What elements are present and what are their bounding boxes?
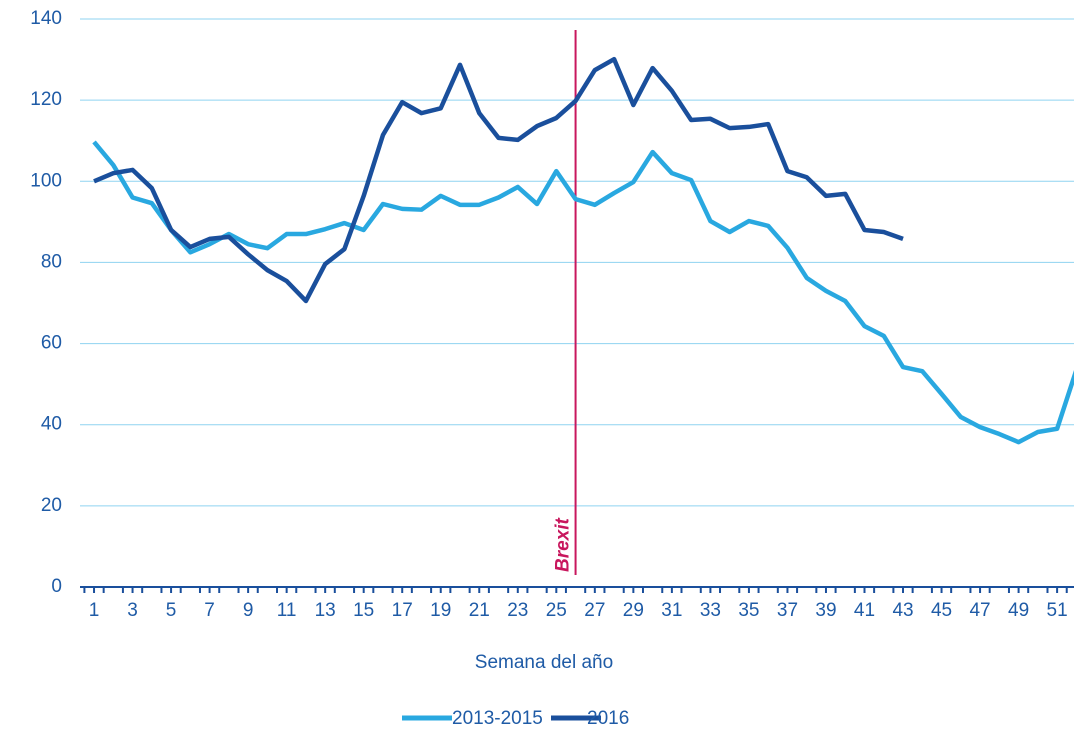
series-line — [93, 56, 904, 304]
y-tick-label: 80 — [41, 251, 62, 272]
y-tick-label: 0 — [51, 576, 62, 597]
x-tick-label: 15 — [353, 600, 374, 621]
x-tick-label: 9 — [243, 600, 254, 621]
x-tick-label: 47 — [969, 600, 990, 621]
x-tick-label: 23 — [507, 600, 528, 621]
x-tick-label: 21 — [469, 600, 490, 621]
x-tick-label: 33 — [700, 600, 721, 621]
annotation-text: Brexit — [553, 517, 574, 572]
x-tick-label: 31 — [661, 600, 682, 621]
x-tick-label: 3 — [127, 600, 138, 621]
y-tick-label: 20 — [41, 495, 62, 516]
y-tick-label: 120 — [30, 89, 62, 110]
x-tick-label: 27 — [584, 600, 605, 621]
y-tick-label: 60 — [41, 333, 62, 354]
y-tick-label: 40 — [41, 414, 62, 435]
x-tick-label: 13 — [315, 600, 336, 621]
x-tick-label: 37 — [777, 600, 798, 621]
x-tick-label: 35 — [738, 600, 759, 621]
x-tick-label: 25 — [546, 600, 567, 621]
x-tick-label: 17 — [392, 600, 413, 621]
x-tick-label: 7 — [204, 600, 215, 621]
series-line — [92, 140, 1074, 445]
y-tick-label: 140 — [30, 8, 62, 29]
x-tick-label: 5 — [166, 600, 177, 621]
x-tick-label: 29 — [623, 600, 644, 621]
x-tick-label: 11 — [277, 600, 297, 621]
x-tick-label: 39 — [815, 600, 836, 621]
x-tick-label: 49 — [1008, 600, 1029, 621]
legend-label: 2013-2015 — [452, 708, 543, 729]
x-tick-label: 51 — [1047, 600, 1068, 621]
x-tick-label: 19 — [430, 600, 451, 621]
x-tick-label: 1 — [89, 600, 100, 621]
x-tick-label: 43 — [892, 600, 913, 621]
x-tick-label: 41 — [854, 600, 875, 621]
legend-label: 2016 — [587, 708, 629, 729]
y-tick-label: 100 — [30, 170, 62, 191]
x-axis-title: Semana del año — [475, 652, 613, 673]
x-tick-label: 45 — [931, 600, 952, 621]
